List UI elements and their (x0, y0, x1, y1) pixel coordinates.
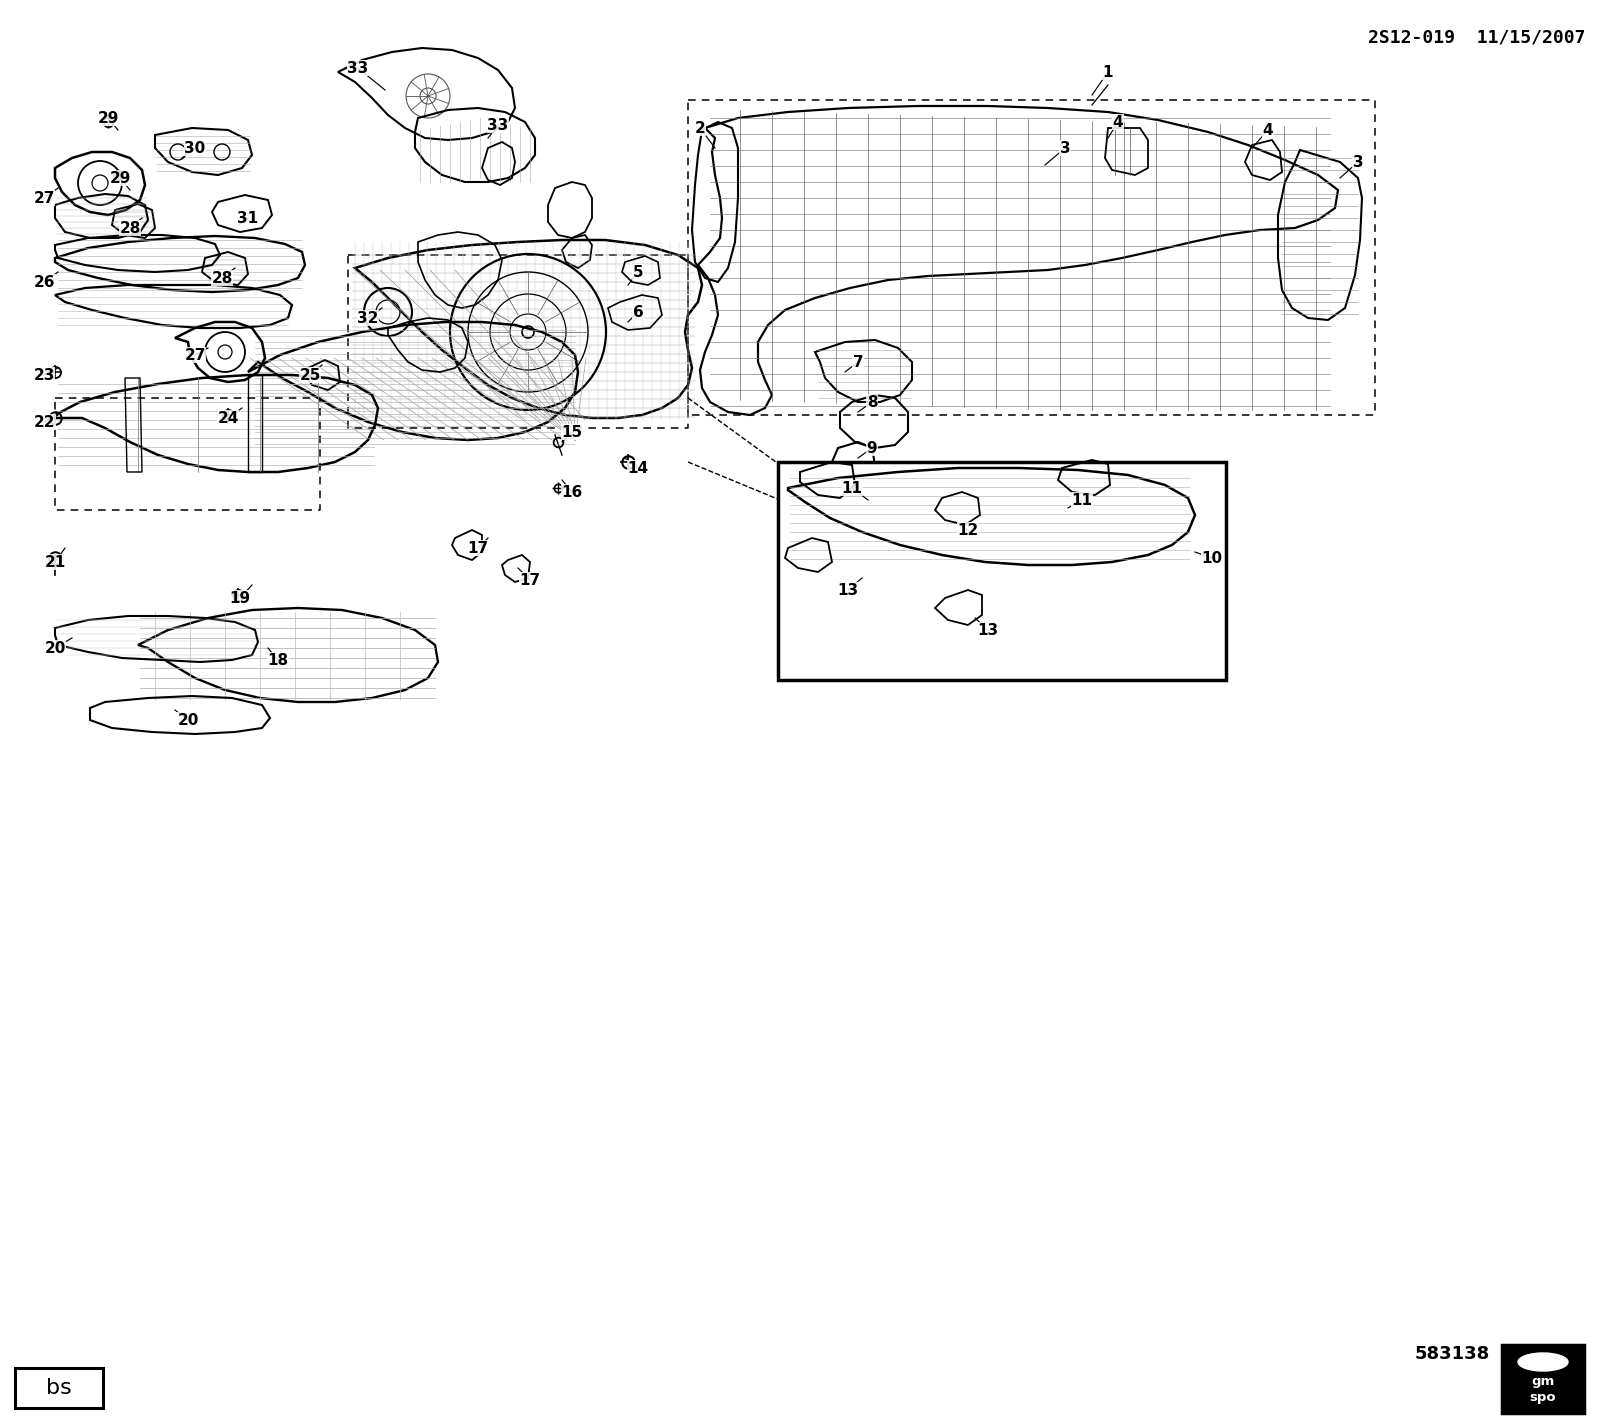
Text: 1: 1 (1102, 65, 1114, 79)
Text: 22: 22 (34, 415, 54, 429)
Text: 28: 28 (120, 221, 141, 235)
Text: 33: 33 (488, 118, 509, 133)
Text: 17: 17 (520, 572, 541, 588)
Text: 32: 32 (357, 310, 379, 326)
Text: 2S12-019  11/15/2007: 2S12-019 11/15/2007 (1368, 28, 1586, 45)
Text: 8: 8 (867, 394, 877, 410)
Text: 26: 26 (34, 275, 54, 289)
Text: 27: 27 (34, 190, 54, 205)
Text: 11: 11 (842, 480, 862, 496)
Text: 3: 3 (1352, 154, 1363, 170)
Text: 17: 17 (467, 540, 488, 555)
Text: 583138: 583138 (1414, 1345, 1490, 1363)
Text: 7: 7 (853, 354, 864, 370)
Text: 4: 4 (1262, 122, 1274, 137)
Text: 13: 13 (978, 622, 998, 638)
Text: gm: gm (1531, 1376, 1555, 1389)
Text: bs: bs (46, 1377, 72, 1399)
Text: 11: 11 (1072, 493, 1093, 507)
Text: 29: 29 (98, 111, 118, 126)
Text: 16: 16 (562, 485, 582, 500)
Text: 20: 20 (178, 713, 198, 727)
Ellipse shape (1518, 1353, 1568, 1372)
Text: 27: 27 (184, 347, 206, 363)
Text: 19: 19 (229, 591, 251, 605)
Text: 12: 12 (957, 523, 979, 537)
Text: spo: spo (1530, 1391, 1557, 1404)
Text: 10: 10 (1202, 550, 1222, 565)
Text: 29: 29 (109, 170, 131, 186)
Bar (1502, 1345, 1584, 1413)
Text: 5: 5 (632, 265, 643, 279)
Text: 2: 2 (694, 120, 706, 136)
Text: 9: 9 (867, 441, 877, 455)
Text: 33: 33 (347, 61, 368, 75)
Text: 24: 24 (218, 411, 238, 425)
Text: 30: 30 (184, 140, 206, 156)
Text: 14: 14 (627, 461, 648, 476)
Text: 20: 20 (45, 640, 66, 656)
Text: 15: 15 (562, 425, 582, 439)
Text: 21: 21 (45, 554, 66, 570)
Text: 3: 3 (1059, 140, 1070, 156)
Text: 4: 4 (1112, 115, 1123, 129)
Text: 31: 31 (237, 211, 259, 225)
Bar (14, 1367, 102, 1408)
Text: 6: 6 (632, 305, 643, 319)
Text: 28: 28 (211, 271, 232, 285)
Bar (778, 462, 1226, 680)
Text: 13: 13 (837, 582, 859, 598)
Text: 25: 25 (299, 367, 320, 383)
Text: 23: 23 (34, 367, 54, 383)
Text: 18: 18 (267, 652, 288, 667)
